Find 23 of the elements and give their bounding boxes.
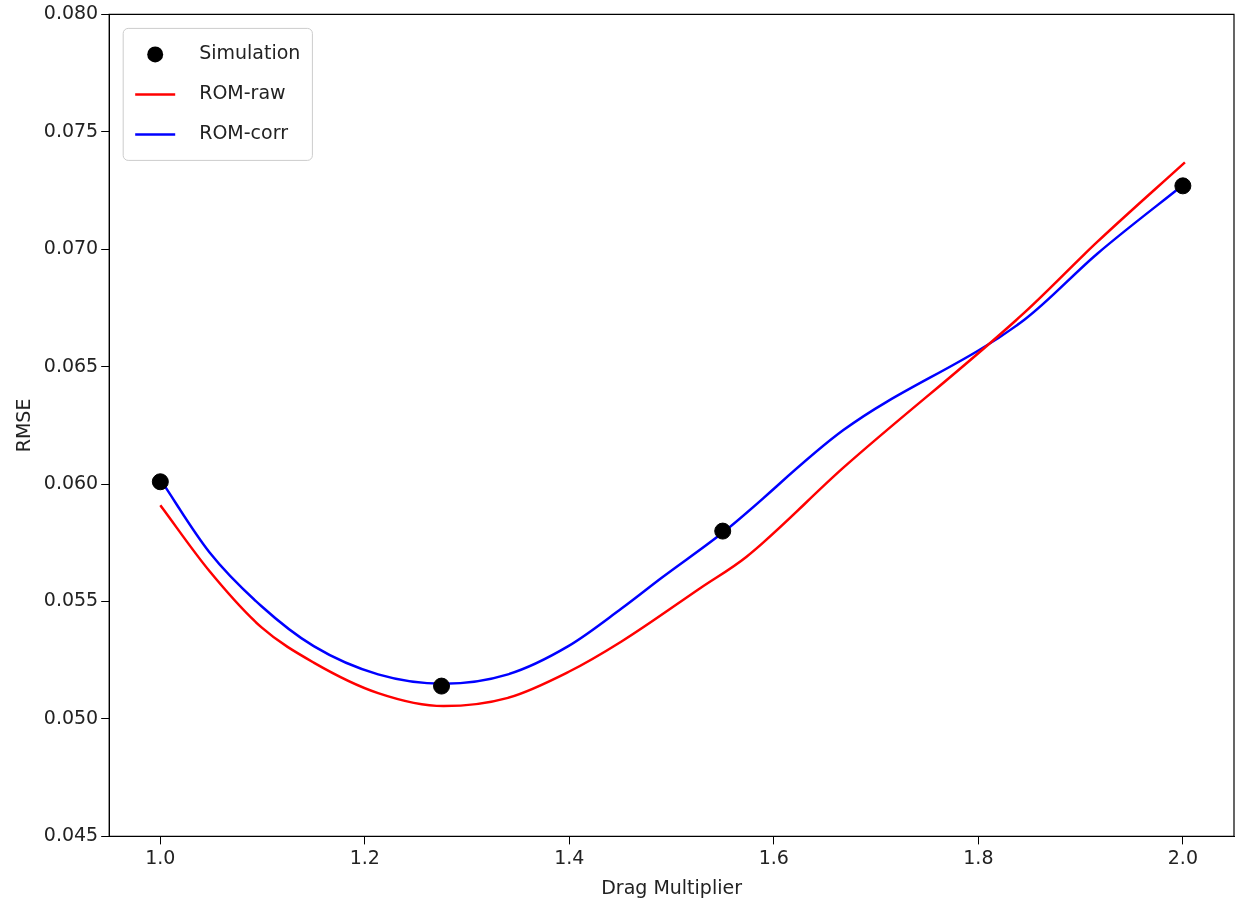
x-tick-label: 1.4 (554, 845, 585, 868)
y-tick-label: 0.060 (43, 471, 99, 494)
point (1174, 177, 1192, 195)
point (433, 677, 451, 695)
x-axis-title: Drag Multiplier (601, 875, 743, 898)
legend-label: Simulation (199, 41, 301, 64)
point (714, 522, 732, 540)
y-tick-label: 0.050 (43, 705, 99, 728)
x-tick-label: 2.0 (1167, 845, 1198, 868)
y-tick-label: 0.075 (43, 118, 99, 141)
x-tick-label: 1.8 (963, 845, 994, 868)
x-tick-label: 1.2 (349, 845, 380, 868)
legend-label: ROM-corr (199, 121, 289, 144)
y-tick-label: 0.065 (43, 353, 99, 376)
y-tick-label: 0.070 (43, 236, 99, 259)
y-tick-label: 0.045 (43, 823, 99, 846)
point (151, 473, 169, 491)
y-tick-label: 0.055 (43, 588, 99, 611)
y-tick-label: 0.080 (43, 1, 99, 24)
legend-label: ROM-raw (199, 81, 286, 104)
x-tick-label: 1.6 (758, 845, 789, 868)
x-tick-label: 1.0 (145, 845, 176, 868)
y-axis-title: RMSE (12, 398, 35, 453)
